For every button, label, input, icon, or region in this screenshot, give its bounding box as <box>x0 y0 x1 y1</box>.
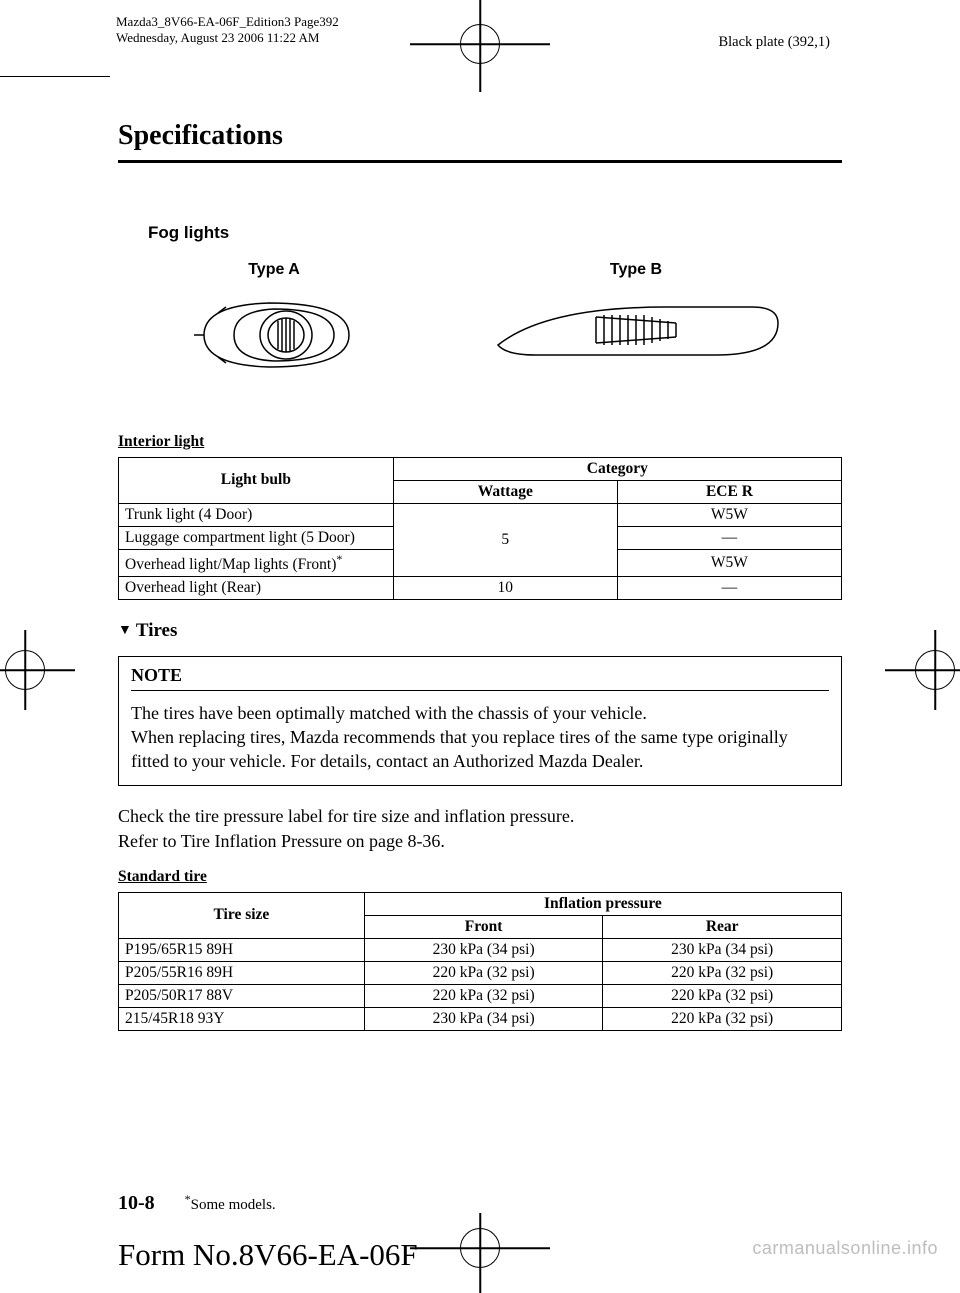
cell-size: 215/45R18 93Y <box>119 1007 365 1030</box>
table-row: P205/50R17 88V 220 kPa (32 psi) 220 kPa … <box>119 984 842 1007</box>
tires-body-text: Check the tire pressure label for tire s… <box>118 804 842 854</box>
cell-front: 220 kPa (32 psi) <box>364 961 603 984</box>
note-body: The tires have been optimally matched wi… <box>131 701 829 773</box>
fog-light-type-b-icon <box>486 293 786 373</box>
interior-light-table: Light bulb Category Wattage ECE R Trunk … <box>118 457 842 600</box>
cell-size: P205/55R16 89H <box>119 961 365 984</box>
cell-ece: W5W <box>617 549 841 576</box>
fog-light-type-a-icon <box>174 293 374 378</box>
table-row: Light bulb Category <box>119 457 842 480</box>
cell-ece: ― <box>617 526 841 549</box>
cell-wattage: 5 <box>393 503 617 576</box>
col-inflation-pressure: Inflation pressure <box>364 892 841 915</box>
cell-front: 230 kPa (34 psi) <box>364 1007 603 1030</box>
cell-rear: 220 kPa (32 psi) <box>603 1007 842 1030</box>
cell-bulb: Overhead light (Rear) <box>119 576 394 599</box>
cell-ece: ― <box>617 576 841 599</box>
fog-type-a-label: Type A <box>174 261 374 279</box>
note-title: NOTE <box>131 665 829 691</box>
note-box: NOTE The tires have been optimally match… <box>118 656 842 786</box>
section-title: Specifications <box>118 120 842 152</box>
col-front: Front <box>364 915 603 938</box>
interior-light-heading: Interior light <box>118 433 842 451</box>
cell-size: P205/50R17 88V <box>119 984 365 1007</box>
top-margin-line <box>0 76 110 77</box>
cell-size: P195/65R15 89H <box>119 938 365 961</box>
table-row: P195/65R15 89H 230 kPa (34 psi) 230 kPa … <box>119 938 842 961</box>
crop-mark-left <box>0 640 55 700</box>
footnote-some-models: *Some models. <box>185 1192 276 1214</box>
cell-bulb: Trunk light (4 Door) <box>119 503 394 526</box>
col-rear: Rear <box>603 915 842 938</box>
fog-lights-heading: Fog lights <box>148 223 842 243</box>
cell-bulb: Luggage compartment light (5 Door) <box>119 526 394 549</box>
doc-id: Mazda3_8V66-EA-06F_Edition3 Page392 <box>116 14 339 30</box>
col-ece: ECE R <box>617 480 841 503</box>
plate-info: Black plate (392,1) <box>718 34 830 51</box>
table-row: P205/55R16 89H 220 kPa (32 psi) 220 kPa … <box>119 961 842 984</box>
cell-front: 220 kPa (32 psi) <box>364 984 603 1007</box>
form-number: Form No.8V66-EA-06F <box>118 1237 418 1273</box>
table-row: Trunk light (4 Door) 5 W5W <box>119 503 842 526</box>
cell-ece: W5W <box>617 503 841 526</box>
standard-tire-table: Tire size Inflation pressure Front Rear … <box>118 892 842 1031</box>
tires-heading: Tires <box>118 620 842 642</box>
crop-mark-right <box>905 640 960 700</box>
doc-datetime: Wednesday, August 23 2006 11:22 AM <box>116 30 339 46</box>
crop-mark-bottom <box>450 1233 510 1293</box>
crop-mark-top <box>450 16 510 76</box>
cell-rear: 220 kPa (32 psi) <box>603 984 842 1007</box>
col-light-bulb: Light bulb <box>119 457 394 503</box>
cell-rear: 220 kPa (32 psi) <box>603 961 842 984</box>
cell-front: 230 kPa (34 psi) <box>364 938 603 961</box>
fog-lights-diagram-row: Type A Type B <box>118 261 842 383</box>
cell-wattage: 10 <box>393 576 617 599</box>
cell-rear: 230 kPa (34 psi) <box>603 938 842 961</box>
table-row: Overhead light (Rear) 10 ― <box>119 576 842 599</box>
fog-type-b-label: Type B <box>486 261 786 279</box>
cell-bulb: Overhead light/Map lights (Front)* <box>119 549 394 576</box>
standard-tire-heading: Standard tire <box>118 868 842 886</box>
col-category: Category <box>393 457 841 480</box>
table-row: 215/45R18 93Y 230 kPa (34 psi) 220 kPa (… <box>119 1007 842 1030</box>
table-row: Tire size Inflation pressure <box>119 892 842 915</box>
col-tire-size: Tire size <box>119 892 365 938</box>
page-number: 10-8 <box>118 1192 155 1215</box>
watermark: carmanualsonline.info <box>752 1238 938 1259</box>
document-meta: Mazda3_8V66-EA-06F_Edition3 Page392 Wedn… <box>116 14 339 46</box>
page-footer: 10-8 *Some models. <box>118 1192 842 1215</box>
col-wattage: Wattage <box>393 480 617 503</box>
title-rule <box>118 160 842 163</box>
